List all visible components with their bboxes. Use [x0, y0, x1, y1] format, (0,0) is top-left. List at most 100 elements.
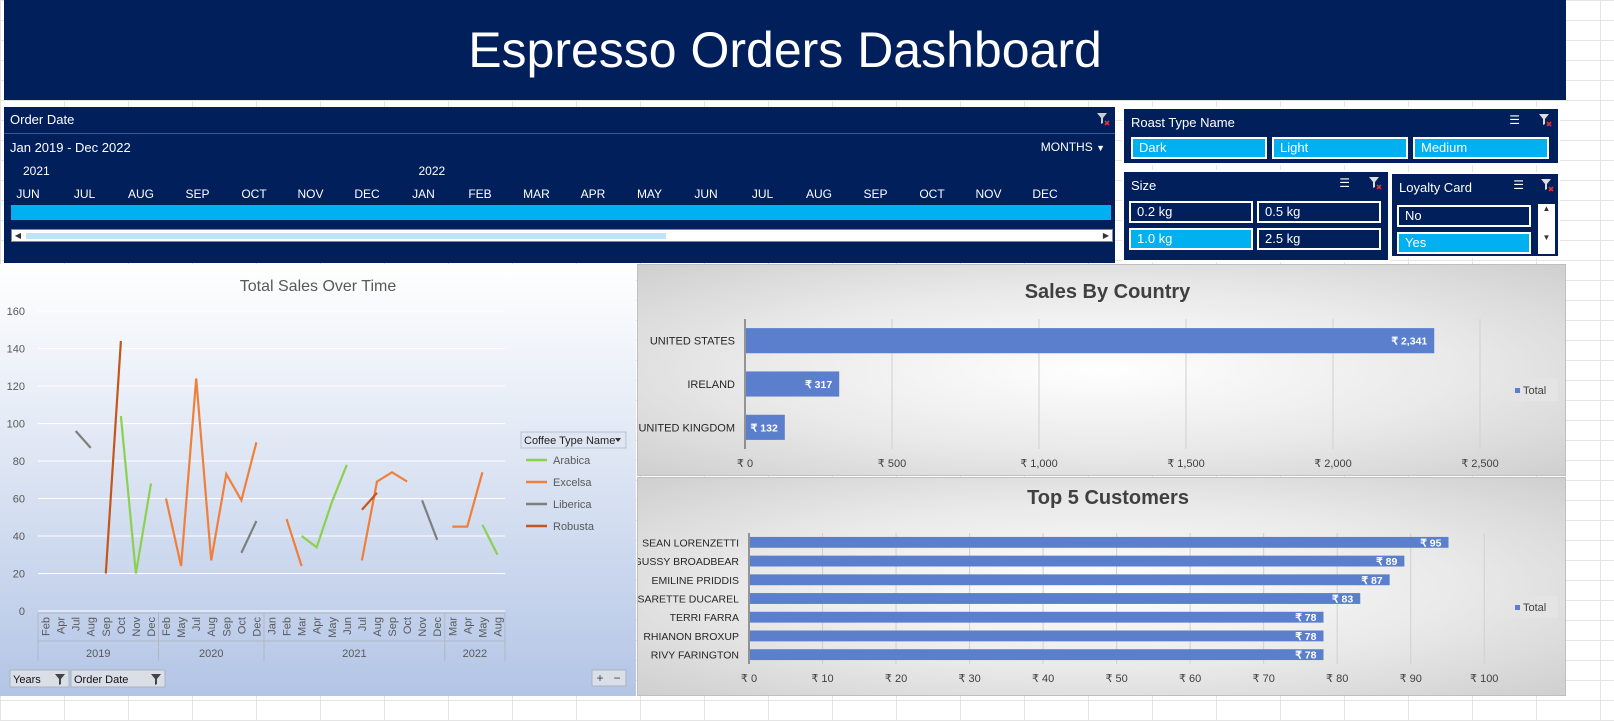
size-slicer[interactable]: Size ☰ 0.2 kg 0.5 kg 1.0 kg 2.5 kg — [1122, 170, 1390, 262]
filter-icon — [55, 674, 65, 685]
timeline-month[interactable]: SEP — [863, 187, 888, 201]
category-label: EMILINE PRIDDIS — [651, 575, 739, 587]
timeline-month[interactable]: MAY — [636, 187, 663, 201]
slicer-item[interactable]: Light — [1272, 137, 1408, 159]
slicer-item[interactable]: 1.0 kg — [1129, 228, 1253, 250]
x-tick-label: ₹ 2,500 — [1461, 458, 1499, 470]
slicer-item[interactable]: 2.5 kg — [1257, 228, 1381, 250]
bar — [746, 328, 1435, 354]
timeline-month[interactable]: AUG — [127, 187, 154, 201]
multi-select-icon[interactable]: ☰ — [1509, 113, 1520, 127]
legend-box — [1510, 379, 1558, 401]
timeline-month[interactable]: OCT — [241, 187, 267, 201]
legend-swatch — [1515, 388, 1520, 393]
loyalty-scrollbar[interactable]: ▲ ▼ — [1538, 204, 1555, 254]
timeline-month[interactable]: JUN — [16, 187, 40, 201]
series-line-liberica — [421, 500, 439, 541]
timeline-selection-bar[interactable] — [11, 205, 1111, 220]
timeline-month[interactable]: AUG — [805, 187, 832, 201]
x-tick-label: Oct — [116, 617, 128, 634]
slicer-item[interactable]: 0.2 kg — [1129, 201, 1253, 223]
series-line-arabica — [481, 524, 499, 556]
category-label: GUSSY BROADBEAR — [638, 556, 739, 568]
y-tick-label: 80 — [13, 456, 25, 468]
y-tick-label: 100 — [7, 419, 25, 431]
roast-type-slicer[interactable]: Roast Type Name ☰ Dark Light Medium — [1122, 107, 1560, 165]
timeline-month[interactable]: FEB — [468, 187, 492, 201]
timeline-month[interactable]: DEC — [354, 187, 380, 201]
loyalty-card-slicer[interactable]: Loyalty Card ☰ No Yes ▲ ▼ — [1390, 172, 1560, 258]
x-tick-label: Apr — [462, 617, 474, 634]
scroll-left-icon[interactable]: ◀ — [14, 231, 22, 240]
x-tick-label: Feb — [161, 617, 173, 636]
x-year-label: 2022 — [463, 648, 487, 660]
field-button — [9, 669, 70, 688]
series-line-liberica — [74, 430, 92, 449]
bar — [750, 574, 1390, 586]
timeline-month[interactable]: DEC — [1032, 187, 1058, 201]
timeline-month[interactable]: JAN — [412, 187, 435, 201]
top-customers-panel: Top 5 Customers ₹ 0 ₹ 10 ₹ 20 ₹ 30 ₹ 40 ₹ 50 ₹ … — [634, 477, 1566, 696]
legend-entry: Excelsa — [553, 477, 592, 489]
timeline-month[interactable]: NOV — [297, 187, 324, 201]
category-label: RHIANON BROXUP — [643, 631, 739, 643]
timeline-year: 2021 — [23, 164, 50, 178]
collapse-icon: − — [613, 671, 620, 685]
filter-clear-icon[interactable] — [1540, 178, 1554, 192]
timeline-level-selector[interactable]: MONTHS ▼ — [1041, 140, 1105, 154]
x-tick-label: ₹ 70 — [1253, 673, 1275, 685]
filter-clear-icon[interactable] — [1096, 112, 1110, 126]
x-tick-label: Aug — [86, 617, 98, 637]
timeline-month[interactable]: JUL — [73, 187, 96, 201]
timeline-month[interactable]: JUN — [694, 187, 718, 201]
timeline-scroll-thumb[interactable] — [26, 233, 666, 239]
category-label: TERRI FARRA — [670, 612, 739, 624]
x-tick-label: May — [176, 617, 188, 638]
legend-entry: Liberica — [553, 499, 592, 511]
bar — [750, 611, 1324, 623]
data-label: ₹ 2,341 — [1391, 336, 1427, 348]
category-label: UNITED KINGDOM — [638, 422, 735, 434]
timeline-scrollbar[interactable]: ◀ ▶ — [11, 229, 1113, 242]
filter-clear-icon[interactable] — [1368, 176, 1382, 190]
x-tick-label: ₹ 1,000 — [1020, 458, 1058, 470]
bar — [750, 536, 1449, 548]
scroll-up-icon[interactable]: ▲ — [1542, 204, 1551, 213]
data-label: ₹ 89 — [1376, 556, 1397, 568]
slicer-item[interactable]: No — [1397, 205, 1531, 227]
x-tick-label: Aug — [206, 617, 218, 637]
chart-title: Sales By Country — [1025, 281, 1191, 303]
filter-clear-icon[interactable] — [1538, 113, 1552, 127]
series-line-liberica — [240, 520, 258, 554]
bar — [750, 630, 1324, 642]
bar — [750, 649, 1324, 661]
slicer-item[interactable]: Medium — [1413, 137, 1549, 159]
multi-select-icon[interactable]: ☰ — [1513, 178, 1524, 192]
series-line-excelsa — [452, 472, 484, 528]
scroll-right-icon[interactable]: ▶ — [1102, 231, 1110, 240]
x-tick-label: May — [477, 617, 489, 638]
multi-select-icon[interactable]: ☰ — [1339, 176, 1350, 190]
legend-entry: Total — [1523, 385, 1546, 397]
slicer-item[interactable]: Dark — [1131, 137, 1267, 159]
timeline-month[interactable]: NOV — [975, 187, 1002, 201]
sales-over-time-chart: Total Sales Over Time 0 20 40 60 80 100 120 140 1… — [7, 278, 627, 688]
scroll-down-icon[interactable]: ▼ — [1542, 233, 1551, 242]
x-tick-label: ₹ 50 — [1105, 673, 1127, 685]
legend-box — [1510, 596, 1558, 618]
timeline-range: Jan 2019 - Dec 2022 — [10, 140, 131, 155]
bar — [746, 414, 785, 440]
timeline-month[interactable]: OCT — [919, 187, 945, 201]
timeline-year: 2022 — [418, 164, 446, 178]
timeline-level-label: MONTHS — [1040, 140, 1093, 154]
timeline-month[interactable]: JUL — [751, 187, 774, 201]
x-tick-label: ₹ 2,000 — [1314, 458, 1352, 470]
timeline-month[interactable]: APR — [580, 187, 606, 201]
data-label: ₹ 317 — [805, 379, 832, 391]
timeline-month[interactable]: SEP — [185, 187, 210, 201]
slicer-item[interactable]: 0.5 kg — [1257, 201, 1381, 223]
series-line-arabica — [300, 464, 348, 550]
order-date-timeline[interactable]: Order Date Jan 2019 - Dec 2022 MONTHS ▼ … — [4, 107, 1115, 263]
timeline-month[interactable]: MAR — [523, 187, 550, 201]
slicer-item[interactable]: Yes — [1397, 232, 1531, 254]
